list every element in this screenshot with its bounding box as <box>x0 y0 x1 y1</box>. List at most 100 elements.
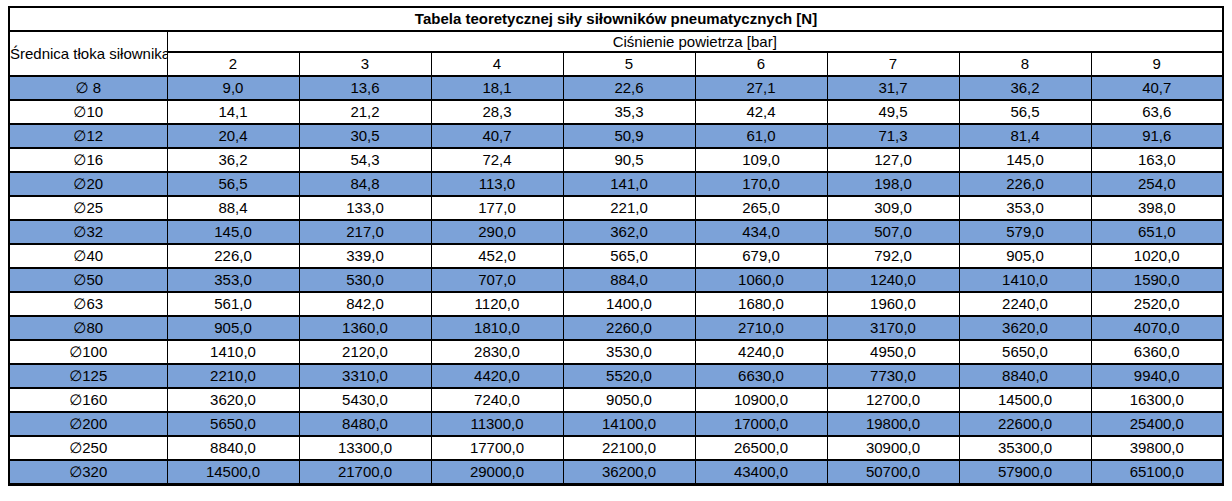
force-cell: 905,0 <box>167 316 299 340</box>
force-cell: 14500,0 <box>959 388 1091 412</box>
force-cell: 9050,0 <box>563 388 695 412</box>
force-cell: 42,4 <box>695 100 827 124</box>
force-cell: 40,7 <box>431 124 563 148</box>
table-title: Tabela teoretycznej siły siłowników pneu… <box>9 7 1223 31</box>
force-cell: 5650,0 <box>959 340 1091 364</box>
force-cell: 2520,0 <box>1091 292 1223 316</box>
force-cell: 4240,0 <box>695 340 827 364</box>
force-cell: 28,3 <box>431 100 563 124</box>
force-cell: 10900,0 <box>695 388 827 412</box>
table-row: ∅1220,430,540,750,961,071,381,491,6 <box>9 124 1223 148</box>
force-cell: 1120,0 <box>431 292 563 316</box>
force-cell: 17000,0 <box>695 412 827 436</box>
force-cell: 362,0 <box>563 220 695 244</box>
diameter-cell: ∅80 <box>9 316 167 340</box>
diameter-column-header: Średnica tłoka siłownika <box>9 31 167 76</box>
force-cell: 91,6 <box>1091 124 1223 148</box>
force-cell: 49,5 <box>827 100 959 124</box>
table-row: ∅1603620,05430,07240,09050,010900,012700… <box>9 388 1223 412</box>
force-cell: 20,4 <box>167 124 299 148</box>
force-cell: 1410,0 <box>167 340 299 364</box>
force-cell: 1240,0 <box>827 268 959 292</box>
diameter-cell: ∅250 <box>9 436 167 460</box>
force-cell: 452,0 <box>431 244 563 268</box>
pressure-header-cell: 5 <box>563 52 695 76</box>
force-cell: 35300,0 <box>959 436 1091 460</box>
force-cell: 792,0 <box>827 244 959 268</box>
force-cell: 507,0 <box>827 220 959 244</box>
force-cell: 5650,0 <box>167 412 299 436</box>
force-cell: 18,1 <box>431 76 563 100</box>
force-cell: 113,0 <box>431 172 563 196</box>
table-row: ∅1252210,03310,04420,05520,06630,07730,0… <box>9 364 1223 388</box>
diameter-cell: ∅125 <box>9 364 167 388</box>
force-cell: 2260,0 <box>563 316 695 340</box>
force-cell: 221,0 <box>563 196 695 220</box>
force-cell: 4070,0 <box>1091 316 1223 340</box>
force-cell: 14,1 <box>167 100 299 124</box>
force-cell: 884,0 <box>563 268 695 292</box>
diameter-cell: ∅200 <box>9 412 167 436</box>
force-cell: 21,2 <box>299 100 431 124</box>
diameter-cell: ∅25 <box>9 196 167 220</box>
force-cell: 4950,0 <box>827 340 959 364</box>
force-cell: 398,0 <box>1091 196 1223 220</box>
table-row: ∅ 89,013,618,122,627,131,736,240,7 <box>9 76 1223 100</box>
force-cell: 36,2 <box>959 76 1091 100</box>
force-cell: 434,0 <box>695 220 827 244</box>
force-cell: 8840,0 <box>959 364 1091 388</box>
force-cell: 63,6 <box>1091 100 1223 124</box>
diameter-cell: ∅100 <box>9 340 167 364</box>
force-cell: 35,3 <box>563 100 695 124</box>
force-cell: 84,8 <box>299 172 431 196</box>
pressure-header-cell: 4 <box>431 52 563 76</box>
force-cell: 5430,0 <box>299 388 431 412</box>
force-cell: 2240,0 <box>959 292 1091 316</box>
diameter-cell: ∅32 <box>9 220 167 244</box>
force-cell: 88,4 <box>167 196 299 220</box>
force-cell: 71,3 <box>827 124 959 148</box>
force-cell: 1400,0 <box>563 292 695 316</box>
diameter-cell: ∅16 <box>9 148 167 172</box>
force-cell: 339,0 <box>299 244 431 268</box>
table-row: ∅2508840,013300,017700,022100,026500,030… <box>9 436 1223 460</box>
diameter-cell: ∅63 <box>9 292 167 316</box>
force-cell: 170,0 <box>695 172 827 196</box>
force-cell: 141,0 <box>563 172 695 196</box>
force-cell: 177,0 <box>431 196 563 220</box>
force-cell: 3530,0 <box>563 340 695 364</box>
diameter-cell: ∅10 <box>9 100 167 124</box>
force-cell: 3170,0 <box>827 316 959 340</box>
pneumatic-force-table: Tabela teoretycznej siły siłowników pneu… <box>8 6 1224 486</box>
force-cell: 842,0 <box>299 292 431 316</box>
table-row: ∅32145,0217,0290,0362,0434,0507,0579,065… <box>9 220 1223 244</box>
force-cell: 36,2 <box>167 148 299 172</box>
force-cell: 81,4 <box>959 124 1091 148</box>
force-cell: 50,9 <box>563 124 695 148</box>
table-body: ∅ 89,013,618,122,627,131,736,240,7∅1014,… <box>9 76 1223 485</box>
force-cell: 2120,0 <box>299 340 431 364</box>
force-cell: 21700,0 <box>299 460 431 485</box>
force-cell: 19800,0 <box>827 412 959 436</box>
force-cell: 22,6 <box>563 76 695 100</box>
pressure-header-cell: 9 <box>1091 52 1223 76</box>
force-cell: 133,0 <box>299 196 431 220</box>
force-cell: 530,0 <box>299 268 431 292</box>
force-cell: 1020,0 <box>1091 244 1223 268</box>
diameter-cell: ∅ 8 <box>9 76 167 100</box>
force-cell: 4420,0 <box>431 364 563 388</box>
pressure-header-cell: 7 <box>827 52 959 76</box>
table-row: ∅1001410,02120,02830,03530,04240,04950,0… <box>9 340 1223 364</box>
force-cell: 651,0 <box>1091 220 1223 244</box>
force-cell: 3620,0 <box>167 388 299 412</box>
force-cell: 31,7 <box>827 76 959 100</box>
force-cell: 14100,0 <box>563 412 695 436</box>
pressure-group-header: Ciśnienie powietrza [bar] <box>167 31 1223 52</box>
force-cell: 50700,0 <box>827 460 959 485</box>
force-cell: 127,0 <box>827 148 959 172</box>
force-cell: 1410,0 <box>959 268 1091 292</box>
force-cell: 1360,0 <box>299 316 431 340</box>
force-cell: 26500,0 <box>695 436 827 460</box>
title-row: Tabela teoretycznej siły siłowników pneu… <box>9 7 1223 31</box>
force-cell: 7240,0 <box>431 388 563 412</box>
